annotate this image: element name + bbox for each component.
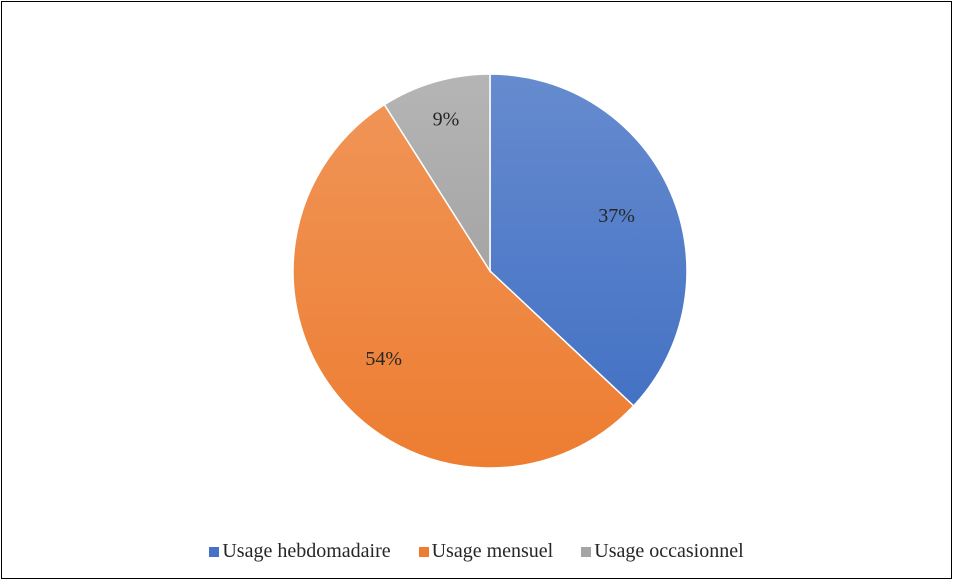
data-label-usage-occasionnel: 9% [433, 109, 460, 131]
legend-item-usage-mensuel: Usage mensuel [418, 540, 554, 563]
pie-data-labels: 37% 54% 9% [365, 109, 635, 370]
pie-slice-usage-hebdomadaire [489, 73, 688, 407]
pie-slices [292, 73, 688, 469]
legend-swatch-usage-occasionnel [581, 546, 592, 557]
data-label-usage-hebdomadaire: 37% [598, 205, 635, 227]
pie-slice-usage-mensuel [292, 103, 635, 469]
legend-swatch-usage-hebdomadaire [209, 546, 220, 557]
legend-label: Usage mensuel [431, 540, 554, 562]
data-label-usage-mensuel: 54% [365, 348, 402, 370]
legend-label: Usage hebdomadaire [222, 540, 391, 562]
legend-item-usage-occasionnel: Usage occasionnel [581, 540, 744, 563]
legend-label: Usage occasionnel [594, 540, 744, 562]
pie-slice-usage-occasionnel [383, 73, 491, 274]
legend-swatch-usage-mensuel [418, 546, 429, 557]
legend-item-usage-hebdomadaire: Usage hebdomadaire [209, 540, 391, 563]
chart-legend: Usage hebdomadaire Usage mensuel Usage occ… [2, 540, 951, 563]
